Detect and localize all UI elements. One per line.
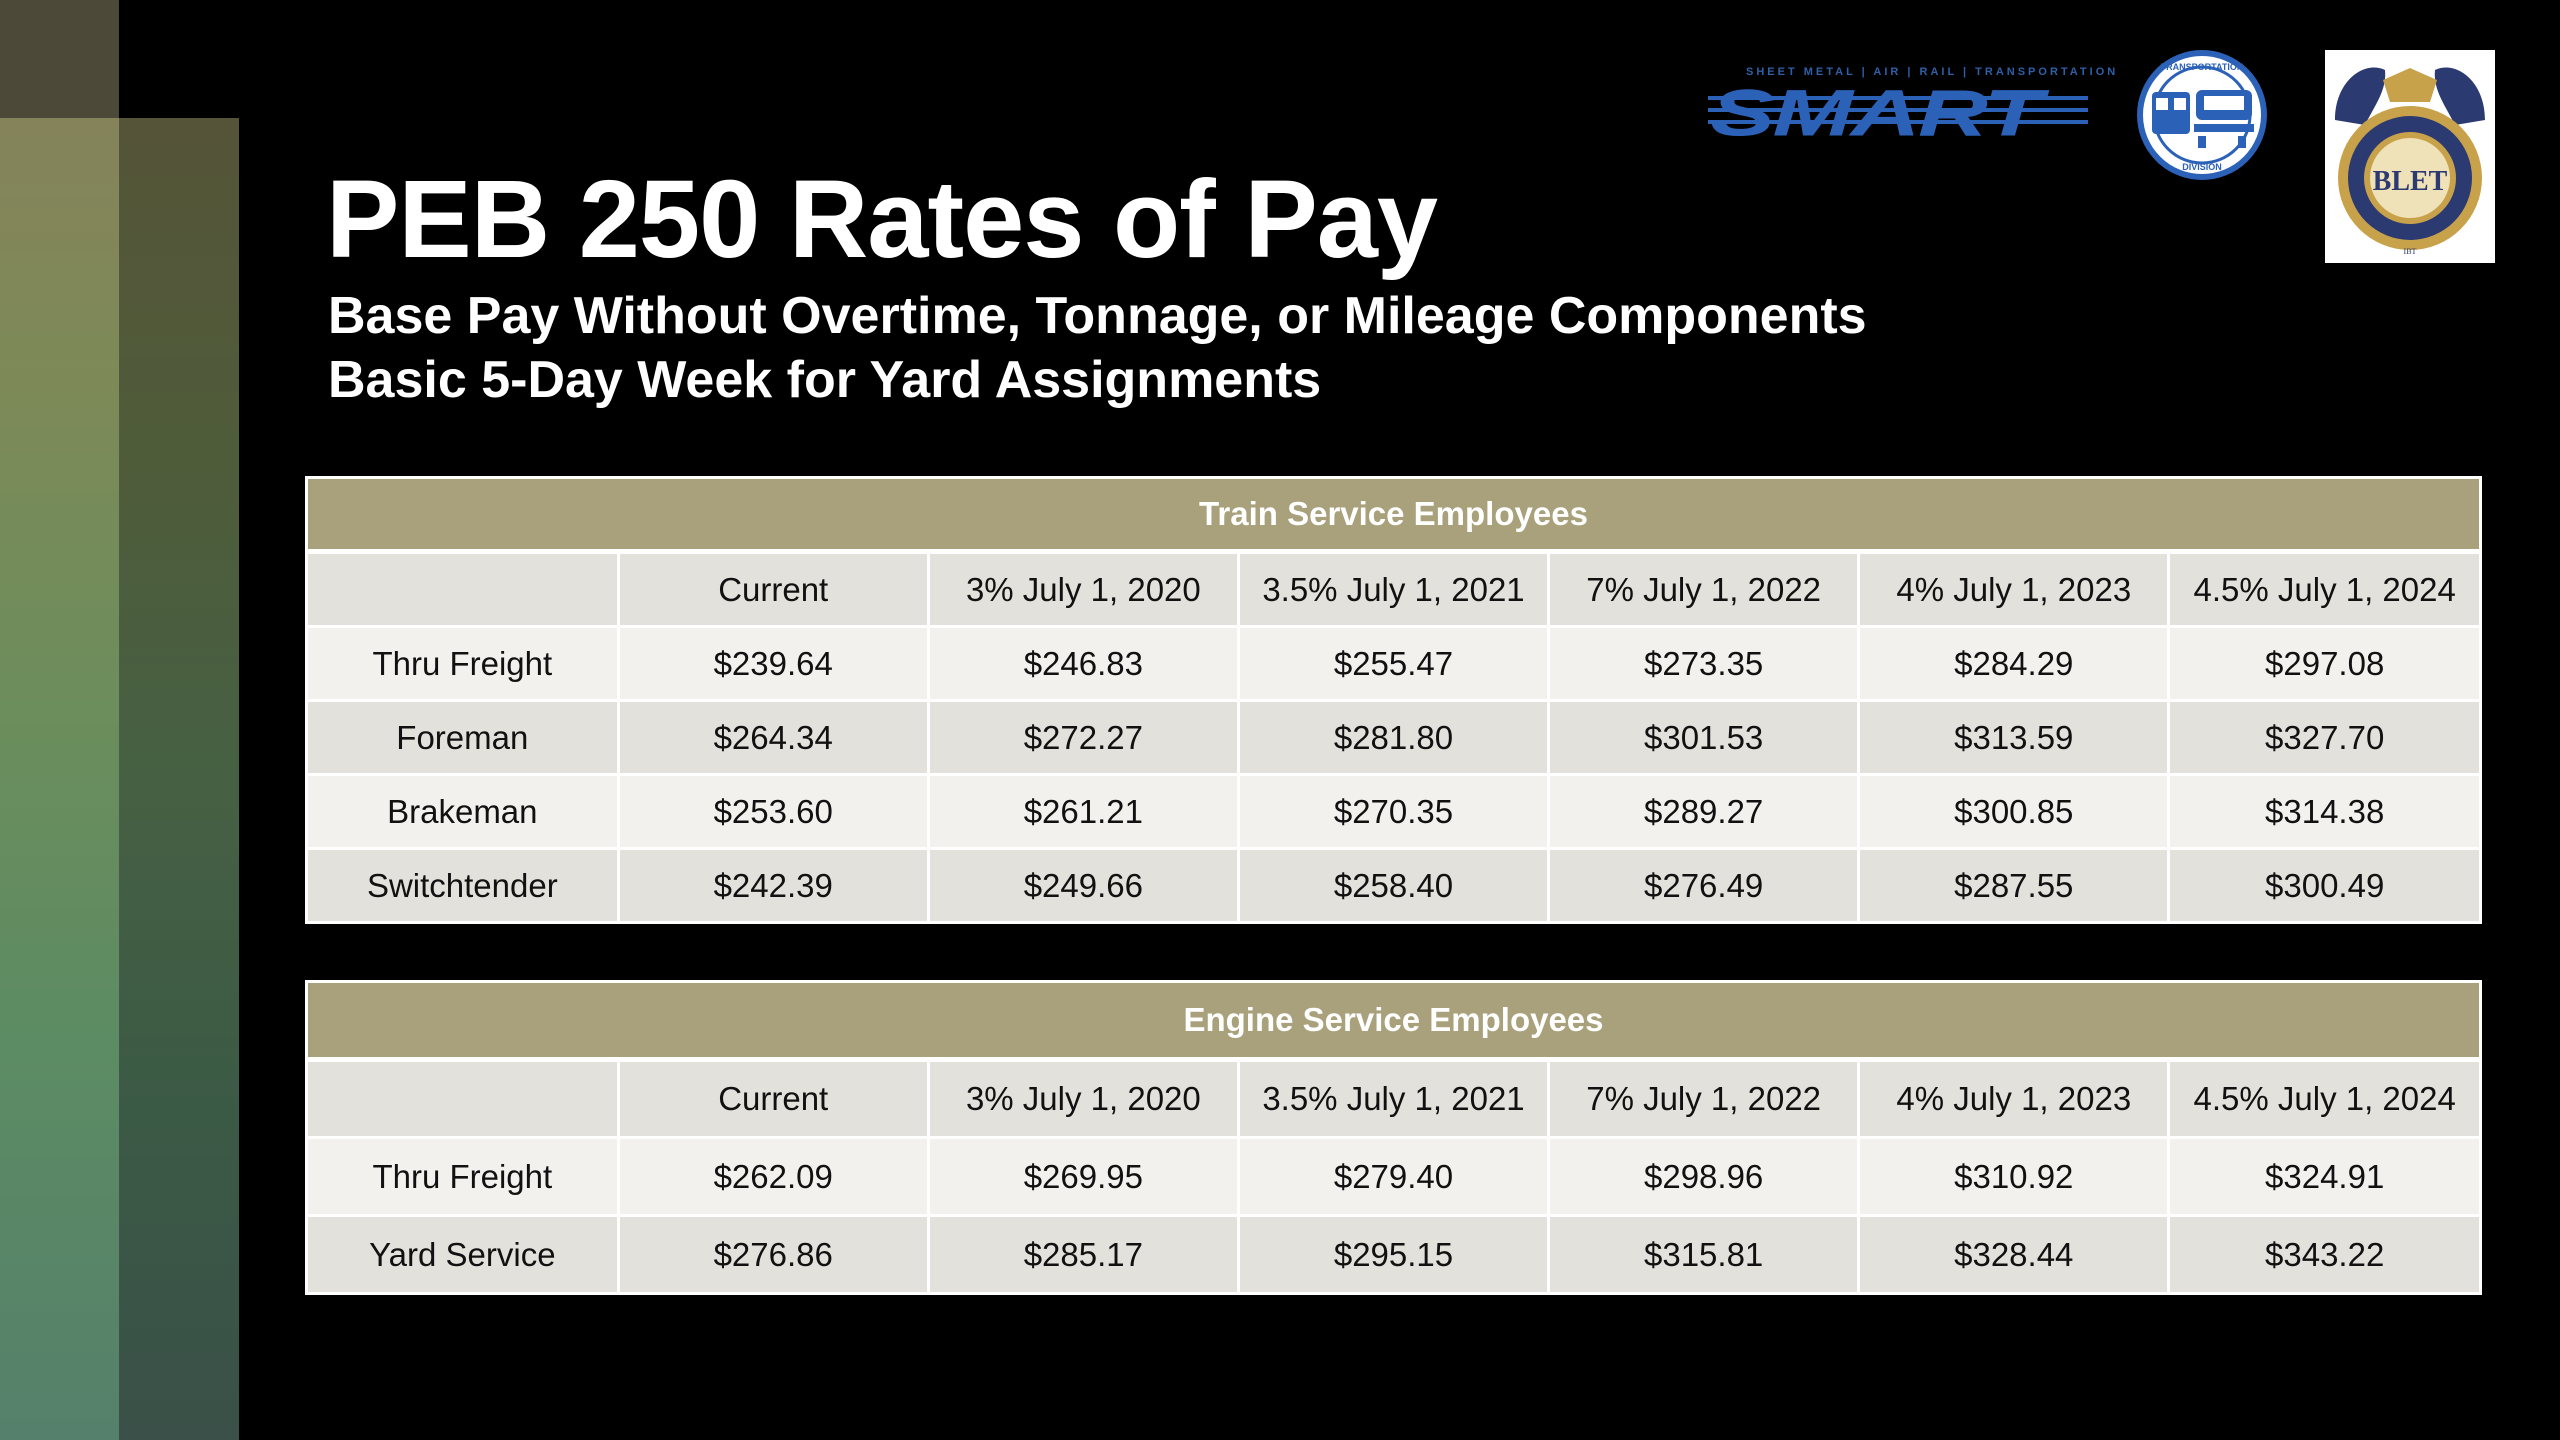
table-row: Thru Freight $262.09 $269.95 $279.40 $29… <box>308 1137 2479 1217</box>
table-cell: $269.95 <box>928 1137 1240 1217</box>
column-header: 4% July 1, 2023 <box>1858 551 2171 628</box>
row-label: Thru Freight <box>308 626 620 702</box>
table-cell: $246.83 <box>928 626 1240 702</box>
table-row: Foreman $264.34 $272.27 $281.80 $301.53 … <box>308 700 2479 776</box>
table-cell: $295.15 <box>1238 1215 1551 1292</box>
engine-service-table: Engine Service Employees Current 3% July… <box>305 980 2482 1295</box>
row-label: Yard Service <box>308 1215 620 1292</box>
table-cell: $328.44 <box>1858 1215 2171 1292</box>
table-cell: $281.80 <box>1238 700 1551 776</box>
column-header <box>308 1059 620 1139</box>
column-header: Current <box>618 551 930 628</box>
smart-logo-word: SMART <box>1710 76 2050 150</box>
table-cell: $287.55 <box>1858 848 2171 921</box>
blet-emblem: BLET IBT <box>2325 50 2495 263</box>
table-row: Yard Service $276.86 $285.17 $295.15 $31… <box>308 1215 2479 1292</box>
column-header: Current <box>618 1059 930 1139</box>
table-cell: $239.64 <box>618 626 930 702</box>
table-cell: $313.59 <box>1858 700 2171 776</box>
seal-top-text: TRANSPORTATION <box>2161 62 2244 72</box>
column-header: 4.5% July 1, 2024 <box>2168 551 2479 628</box>
table-cell: $298.96 <box>1548 1137 1861 1217</box>
smart-logo: SMART <box>1708 76 2088 150</box>
table-cell: $270.35 <box>1238 774 1551 850</box>
table-cell: $300.85 <box>1858 774 2171 850</box>
column-header <box>308 551 620 628</box>
blet-monogram: BLET <box>2373 166 2448 197</box>
decorative-bar-outer <box>0 118 119 1440</box>
table-cell: $327.70 <box>2168 700 2479 776</box>
train-table-heading: Train Service Employees <box>308 479 2479 554</box>
train-service-table: Train Service Employees Current 3% July … <box>305 476 2482 924</box>
decorative-bar-inner <box>119 118 239 1440</box>
column-header: 3% July 1, 2020 <box>928 551 1240 628</box>
column-header: 4% July 1, 2023 <box>1858 1059 2171 1139</box>
row-label: Foreman <box>308 700 620 776</box>
column-header: 3% July 1, 2020 <box>928 1059 1240 1139</box>
subtitle-five-day-week: Basic 5-Day Week for Yard Assignments <box>328 351 1322 409</box>
table-cell: $255.47 <box>1238 626 1551 702</box>
row-label: Thru Freight <box>308 1137 620 1217</box>
table-cell: $253.60 <box>618 774 930 850</box>
column-header: 4.5% July 1, 2024 <box>2168 1059 2479 1139</box>
table-cell: $279.40 <box>1238 1137 1551 1217</box>
blet-emblem-graphic: BLET IBT <box>2335 67 2485 256</box>
table-cell: $314.38 <box>2168 774 2479 850</box>
table-row: Thru Freight $239.64 $246.83 $255.47 $27… <box>308 626 2479 702</box>
smart-logo-speed-lines <box>1708 96 2088 124</box>
table-cell: $324.91 <box>2168 1137 2479 1217</box>
table-cell: $272.27 <box>928 700 1240 776</box>
table-cell: $273.35 <box>1548 626 1861 702</box>
smart-logo-tagline: SHEET METAL | AIR | RAIL | TRANSPORTATIO… <box>1746 66 2119 78</box>
table-cell: $310.92 <box>1858 1137 2171 1217</box>
table-cell: $315.81 <box>1548 1215 1861 1292</box>
table-cell: $258.40 <box>1238 848 1551 921</box>
engine-table-heading: Engine Service Employees <box>308 983 2479 1062</box>
transportation-division-seal: TRANSPORTATION DIVISION <box>2137 50 2267 180</box>
table-cell: $264.34 <box>618 700 930 776</box>
column-header: 7% July 1, 2022 <box>1548 1059 1861 1139</box>
row-label: Brakeman <box>308 774 620 850</box>
table-cell: $301.53 <box>1548 700 1861 776</box>
table-cell: $242.39 <box>618 848 930 921</box>
table-cell: $262.09 <box>618 1137 930 1217</box>
table-cell: $249.66 <box>928 848 1240 921</box>
table-cell: $276.49 <box>1548 848 1861 921</box>
train-icon <box>2152 90 2254 148</box>
table-cell: $285.17 <box>928 1215 1240 1292</box>
table-cell: $289.27 <box>1548 774 1861 850</box>
page-title: PEB 250 Rates of Pay <box>326 158 1438 281</box>
column-header: 3.5% July 1, 2021 <box>1238 1059 1551 1139</box>
seal-bottom-text: DIVISION <box>2182 162 2222 172</box>
table-cell: $261.21 <box>928 774 1240 850</box>
table-cell: $284.29 <box>1858 626 2171 702</box>
table-cell: $276.86 <box>618 1215 930 1292</box>
column-header: 3.5% July 1, 2021 <box>1238 551 1551 628</box>
table-row: Switchtender $242.39 $249.66 $258.40 $27… <box>308 848 2479 921</box>
horse-heads-icon <box>2335 67 2485 125</box>
decorative-bar-cap <box>0 0 119 118</box>
row-label: Switchtender <box>308 848 620 921</box>
engine-table-column-headers: Current 3% July 1, 2020 3.5% July 1, 202… <box>308 1059 2479 1139</box>
column-header: 7% July 1, 2022 <box>1548 551 1861 628</box>
blet-bottom-text: IBT <box>2404 247 2417 256</box>
subtitle-base-pay: Base Pay Without Overtime, Tonnage, or M… <box>328 287 1867 345</box>
table-cell: $300.49 <box>2168 848 2479 921</box>
table-cell: $297.08 <box>2168 626 2479 702</box>
table-row: Brakeman $253.60 $261.21 $270.35 $289.27… <box>308 774 2479 850</box>
table-cell: $343.22 <box>2168 1215 2479 1292</box>
train-table-column-headers: Current 3% July 1, 2020 3.5% July 1, 202… <box>308 551 2479 628</box>
